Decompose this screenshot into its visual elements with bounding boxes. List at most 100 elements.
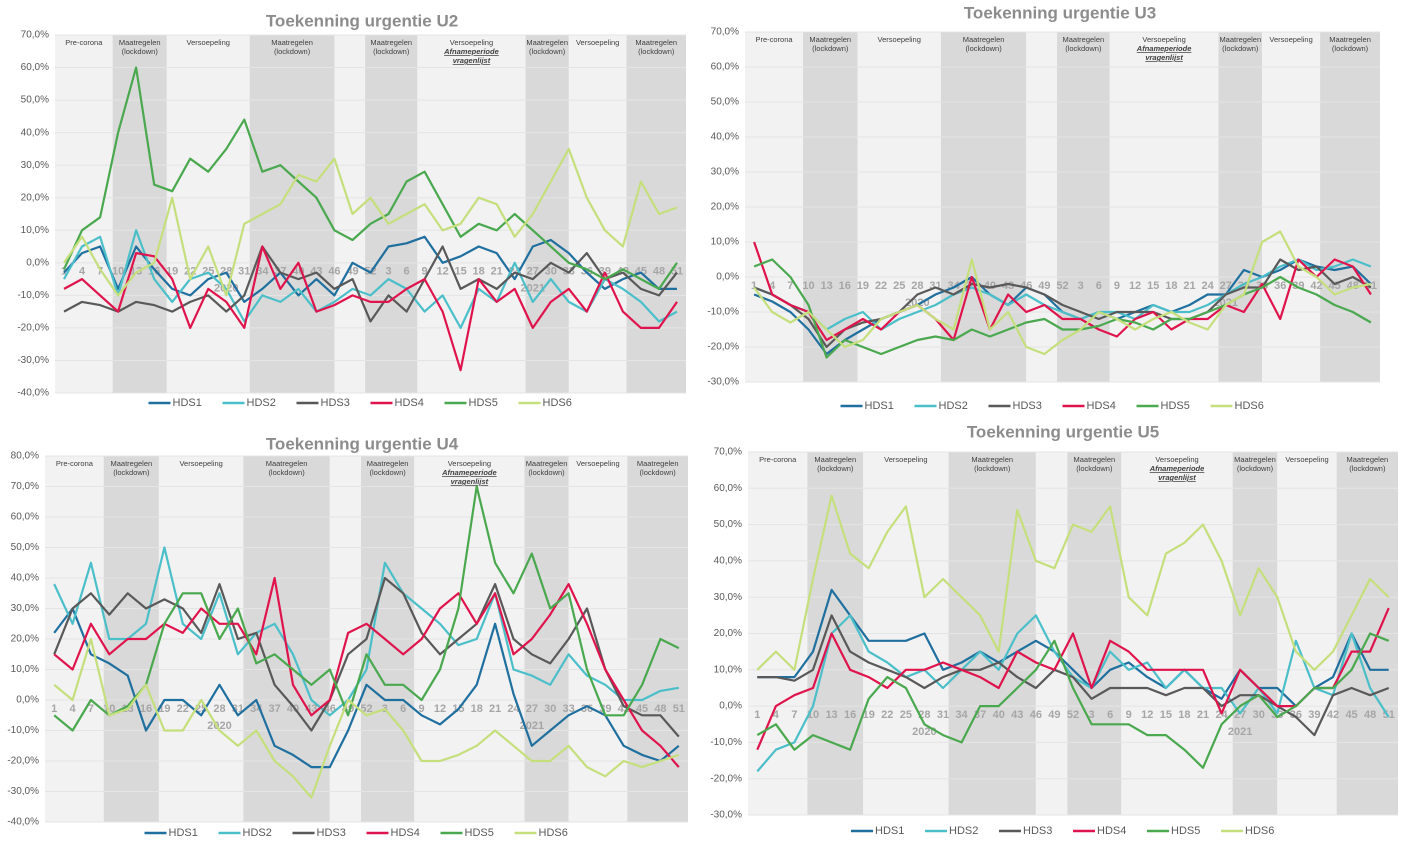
phase-label: (lockdown) [1222, 44, 1259, 53]
phase-label: (lockdown) [274, 47, 311, 56]
phase-label: (lockdown) [817, 464, 854, 473]
x-tick-label: 9 [422, 266, 428, 278]
y-tick-label: 0,0% [26, 257, 49, 268]
y-tick-label: -10,0% [7, 725, 39, 736]
series-line [63, 235, 677, 303]
phase-band [417, 35, 526, 393]
series-line [757, 614, 1390, 737]
y-tick-label: -20,0% [17, 323, 49, 334]
y-tick-label: 70,0% [714, 447, 742, 458]
x-tick-label: 49 [1038, 280, 1050, 292]
x-tick-label: 33 [562, 703, 574, 715]
phase-label: (lockdown) [268, 468, 305, 477]
x-tick-label: 22 [177, 703, 189, 715]
y-tick-label: -10,0% [707, 307, 739, 318]
phase-label: (lockdown) [640, 468, 677, 477]
x-tick-label: 27 [1234, 709, 1246, 721]
x-tick-label: 15 [1160, 709, 1172, 721]
x-tick-label: 40 [984, 280, 996, 292]
x-tick-label: 28 [213, 703, 225, 715]
phase-label: Maatregelen [110, 459, 152, 468]
phase-label: Maatregelen [1234, 455, 1276, 464]
phase-label: (lockdown) [528, 468, 565, 477]
x-tick-label: 7 [787, 280, 793, 292]
legend-label: HDS2 [243, 827, 272, 839]
x-tick-label: 9 [1114, 280, 1120, 292]
x-tick-label: 9 [419, 703, 425, 715]
phase-label: Maatregelen [971, 455, 1013, 464]
phase-label: (lockdown) [373, 47, 410, 56]
x-tick-label: 7 [791, 709, 797, 721]
x-tick-label: 36 [1274, 280, 1286, 292]
series-line [53, 546, 679, 717]
legend-label: HDS6 [1245, 825, 1274, 837]
y-tick-label: 10,0% [11, 664, 39, 675]
phase-label: Versoepeling [1142, 35, 1185, 44]
phase-label: Versoepeling [179, 459, 222, 468]
x-tick-label: 45 [636, 703, 648, 715]
x-tick-label: 21 [489, 703, 501, 715]
legend-label: HDS1 [173, 397, 202, 409]
phase-label: Versoepeling [1155, 455, 1198, 464]
x-tick-label: 18 [1178, 709, 1190, 721]
y-tick-label: 40,0% [711, 132, 739, 143]
y-tick-label: 60,0% [11, 512, 39, 523]
phase-label: vragenlijst [1145, 53, 1183, 62]
y-tick-label: 50,0% [711, 97, 739, 108]
x-tick-label: 24 [1215, 709, 1228, 721]
x-tick-label: 46 [328, 266, 340, 278]
series-line [753, 258, 1372, 331]
phase-label: (lockdown) [1332, 44, 1369, 53]
x-tick-label: 24 [1202, 280, 1215, 292]
y-tick-label: 70,0% [11, 481, 39, 492]
phase-band [334, 35, 366, 393]
x-tick-label: 30 [545, 266, 557, 278]
phase-label: (lockdown) [1349, 464, 1386, 473]
x-tick-label: 21 [1197, 709, 1209, 721]
series-line [53, 637, 680, 799]
phase-label: Maatregelen [1074, 455, 1116, 464]
lockdown-band [626, 35, 686, 393]
legend-label: HDS4 [1087, 400, 1116, 412]
x-tick-label: 12 [1141, 709, 1153, 721]
x-tick-label: 37 [269, 703, 281, 715]
x-tick-label: 16 [140, 703, 152, 715]
x-tick-label: 22 [875, 280, 887, 292]
x-tick-label: 4 [69, 703, 76, 715]
y-tick-label: -30,0% [710, 810, 742, 821]
x-tick-label: 12 [434, 703, 446, 715]
legend-label: HDS3 [1013, 400, 1042, 412]
phase-label: (lockdown) [113, 468, 150, 477]
y-tick-label: -30,0% [7, 786, 39, 797]
x-tick-label: 13 [825, 709, 837, 721]
x-tick-label: 19 [857, 280, 869, 292]
chart-title: Toekenning urgentie U5 [967, 422, 1159, 441]
phase-label: Maatregelen [637, 459, 679, 468]
phase-band [166, 35, 250, 393]
legend-label: HDS6 [539, 827, 568, 839]
legend-label: HDS2 [949, 825, 978, 837]
legend-label: HDS5 [469, 397, 498, 409]
x-tick-label: 39 [1308, 709, 1320, 721]
phase-label: Maatregelen [1063, 35, 1105, 44]
y-tick-label: 80,0% [11, 451, 39, 462]
phase-label: Versoepeling [448, 459, 491, 468]
y-tick-label: -30,0% [17, 355, 49, 366]
phase-label: Maatregelen [370, 38, 412, 47]
x-tick-label: 40 [993, 709, 1005, 721]
chart-title: Toekenning urgentie U4 [266, 434, 459, 453]
x-tick-label: 25 [900, 709, 912, 721]
y-tick-label: -20,0% [7, 756, 39, 767]
y-tick-label: 10,0% [21, 225, 49, 236]
x-tick-label: 48 [654, 703, 666, 715]
x-tick-label: 42 [1327, 709, 1339, 721]
phase-label: (lockdown) [1065, 44, 1102, 53]
phase-label: Maatregelen [526, 459, 568, 468]
x-tick-label: 10 [802, 280, 814, 292]
phase-label: Maatregelen [809, 35, 851, 44]
phase-label: Maatregelen [1329, 35, 1371, 44]
x-tick-label: 13 [821, 280, 833, 292]
chart-panel: Pre-corona Maatregelen(lockdown)Versoepel… [7, 434, 688, 839]
phase-label: (lockdown) [638, 47, 675, 56]
